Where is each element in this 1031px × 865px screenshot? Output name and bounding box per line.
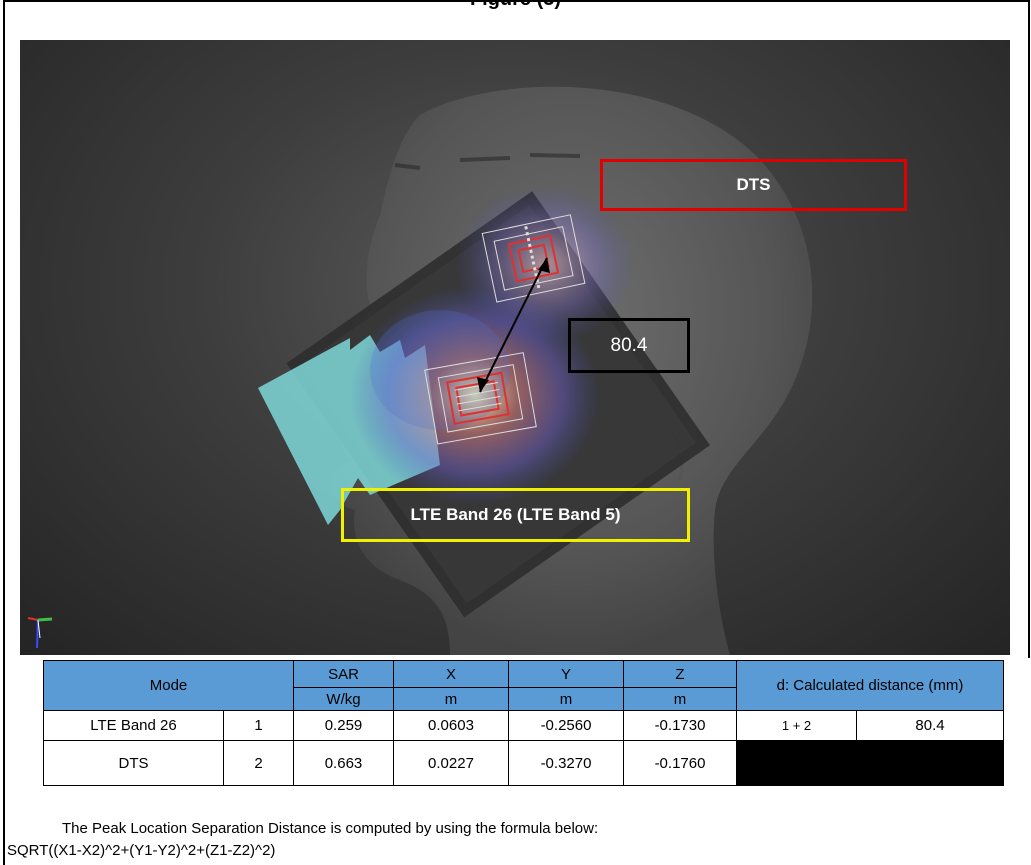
table-row: DTS 2 0.663 0.0227 -0.3270 -0.1760 (43, 740, 1004, 786)
z-unit: m (623, 687, 737, 711)
y-cell: -0.2560 (508, 710, 624, 741)
pair-cell: 1 + 2 (736, 710, 857, 741)
table-row: LTE Band 26 1 0.259 0.0603 -0.2560 -0.17… (43, 710, 1004, 741)
formula-description: The Peak Location Separation Distance is… (62, 820, 599, 837)
dts-label-box: DTS (600, 159, 907, 211)
distance-header: d: Calculated distance (mm) (736, 660, 1004, 711)
sar-cell: 0.663 (293, 740, 394, 786)
mode-header: Mode (43, 660, 294, 711)
table-header-row: Mode SAR X Y Z d: Calculated distance (m… (43, 660, 1004, 711)
sar-3d-viewport[interactable]: DTS 80.4 LTE Band 26 (LTE Band 5) (20, 40, 1010, 655)
x-unit: m (393, 687, 509, 711)
formula-expression: SQRT((X1-X2)^2+(Y1-Y2)^2+(Z1-Z2)^2) (7, 842, 276, 859)
axis-triad-icon (27, 617, 53, 649)
sar-header: SAR (293, 660, 394, 688)
z-cell: -0.1760 (623, 740, 737, 786)
lte-measurement-grid (424, 352, 537, 445)
separation-arrow (479, 257, 548, 393)
y-unit: m (508, 687, 624, 711)
x-header: X (393, 660, 509, 688)
frame-right-border (1028, 0, 1030, 658)
y-cell: -0.3270 (508, 740, 624, 786)
index-cell: 2 (223, 740, 294, 786)
index-cell: 1 (223, 710, 294, 741)
x-cell: 0.0227 (393, 740, 509, 786)
frame-left-border (3, 0, 5, 865)
distance-label-box: 80.4 (568, 318, 690, 373)
frame-top-border (3, 0, 1030, 2)
table-unit-row: W/kg m m m (44, 687, 1004, 711)
z-cell: -0.1730 (623, 710, 737, 741)
x-cell: 0.0603 (393, 710, 509, 741)
distance-cell: 80.4 (856, 710, 1004, 741)
y-header: Y (508, 660, 624, 688)
mode-cell: LTE Band 26 (43, 710, 224, 741)
mode-cell: DTS (43, 740, 224, 786)
sar-results-table: Mode SAR X Y Z d: Calculated distance (m… (43, 660, 1004, 786)
sar-unit: W/kg (293, 687, 394, 711)
lte-label-box: LTE Band 26 (LTE Band 5) (341, 488, 690, 542)
head-phantom-render (27, 86, 813, 655)
sar-cell: 0.259 (293, 710, 394, 741)
blacked-out-cell (736, 740, 1004, 786)
figure-title: Figure (3) (0, 0, 1031, 11)
z-header: Z (623, 660, 737, 688)
